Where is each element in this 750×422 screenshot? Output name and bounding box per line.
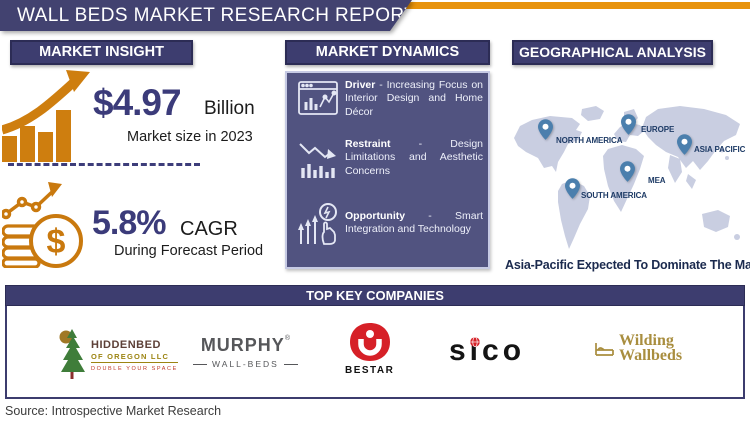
hiddenbed-tagline: DOUBLE YOUR SPACE <box>91 365 178 372</box>
top-key-companies-header: TOP KEY COMPANIES <box>5 285 745 306</box>
dynamics-item-driver: Driver - Increasing Focus on Interior De… <box>295 79 483 119</box>
globe-dot-icon <box>470 337 480 347</box>
red-emblem-icon <box>349 322 391 362</box>
smart-growth-icon <box>295 201 341 245</box>
dynamics-text: Driver - Increasing Focus on Interior De… <box>345 79 483 118</box>
bed-icon <box>594 341 615 357</box>
cagr-caption: During Forecast Period <box>114 243 264 259</box>
dollar-symbol: $ <box>47 223 66 261</box>
location-pin-icon <box>538 119 553 140</box>
sico-name: sico <box>449 334 526 367</box>
page-title: WALL BEDS MARKET RESEARCH REPORT <box>17 5 417 26</box>
region-label-north-america: NORTH AMERICA <box>556 136 623 145</box>
divider-line <box>283 363 298 365</box>
market-dynamics-header: MARKET DYNAMICS <box>285 40 490 65</box>
wilding-line2: Wallbeds <box>619 347 683 364</box>
geo-caption: Asia-Pacific Expected To Dominate The Ma… <box>505 258 750 272</box>
geographical-analysis-header: GEOGRAPHICAL ANALYSIS <box>512 40 713 65</box>
dynamics-desc: - Smart Integration and Technology <box>345 209 484 235</box>
registered-mark: ® <box>284 335 290 342</box>
logo-sico: sico <box>449 336 525 366</box>
dynamics-item-restraint: Restraint - Design Limitations and Aesth… <box>295 137 483 179</box>
location-pin-icon <box>677 134 692 155</box>
dashed-divider <box>8 163 200 166</box>
location-pin-icon <box>620 161 635 182</box>
market-size-value: $4.97 <box>93 82 182 123</box>
location-pin-icon <box>565 178 580 199</box>
market-dynamics-panel: Driver - Increasing Focus on Interior De… <box>285 71 490 269</box>
dynamics-term: Opportunity <box>345 209 406 222</box>
dynamics-term: Restraint <box>345 138 391 151</box>
source-note: Source: Introspective Market Research <box>5 404 222 418</box>
region-label-asia-pacific: ASIA PACIFIC <box>694 145 746 154</box>
region-label-mea: MEA <box>648 176 666 185</box>
accent-stripe <box>400 2 750 9</box>
tree-icon <box>58 327 86 383</box>
region-label-south-america: SOUTH AMERICA <box>581 191 647 200</box>
logo-bestar: BESTAR <box>345 322 394 376</box>
market-size-caption: Market size in 2023 <box>127 129 253 145</box>
murphy-line2: WALL-BEDS <box>212 359 279 369</box>
dynamics-desc: - Increasing Focus on Interior Design an… <box>345 79 483 118</box>
analytics-dashboard-icon <box>295 79 341 119</box>
title-banner: WALL BEDS MARKET RESEARCH REPORT <box>0 0 412 31</box>
market-insight-header: MARKET INSIGHT <box>10 40 193 65</box>
bestar-name: BESTAR <box>345 365 395 376</box>
dynamics-item-opportunity: Opportunity - Smart Integration and Tech… <box>295 201 483 245</box>
cagr-unit: CAGR <box>180 218 238 240</box>
hiddenbed-line2: OF OREGON LLC <box>91 352 178 363</box>
logo-hiddenbed: HIDDENBED OF OREGON LLC DOUBLE YOUR SPAC… <box>58 327 178 383</box>
region-label-europe: EUROPE <box>641 125 675 134</box>
hiddenbed-name: HIDDENBED <box>91 338 161 351</box>
dynamics-text: Restraint - Design Limitations and Aesth… <box>345 138 483 177</box>
wilding-name: Wilding <box>619 332 674 349</box>
cagr-value: 5.8% <box>92 204 166 242</box>
coins-dollar-growth-icon: $ <box>2 178 90 268</box>
location-pin-icon <box>621 114 636 135</box>
bar-chart-growth-icon <box>2 70 94 162</box>
murphy-name: MURPHY <box>200 335 285 355</box>
divider-line <box>193 363 207 365</box>
world-map <box>506 102 750 254</box>
declining-chart-icon <box>295 137 341 179</box>
market-size-unit: Billion <box>204 98 255 119</box>
logo-wilding: Wilding Wallbeds <box>594 333 682 364</box>
dynamics-text: Opportunity - Smart Integration and Tech… <box>345 210 483 236</box>
dynamics-term: Driver <box>345 79 376 92</box>
logo-murphy: MURPHY® WALL-BEDS <box>193 335 298 369</box>
dynamics-desc: - Design Limitations and Aesthetic Conce… <box>345 138 483 177</box>
